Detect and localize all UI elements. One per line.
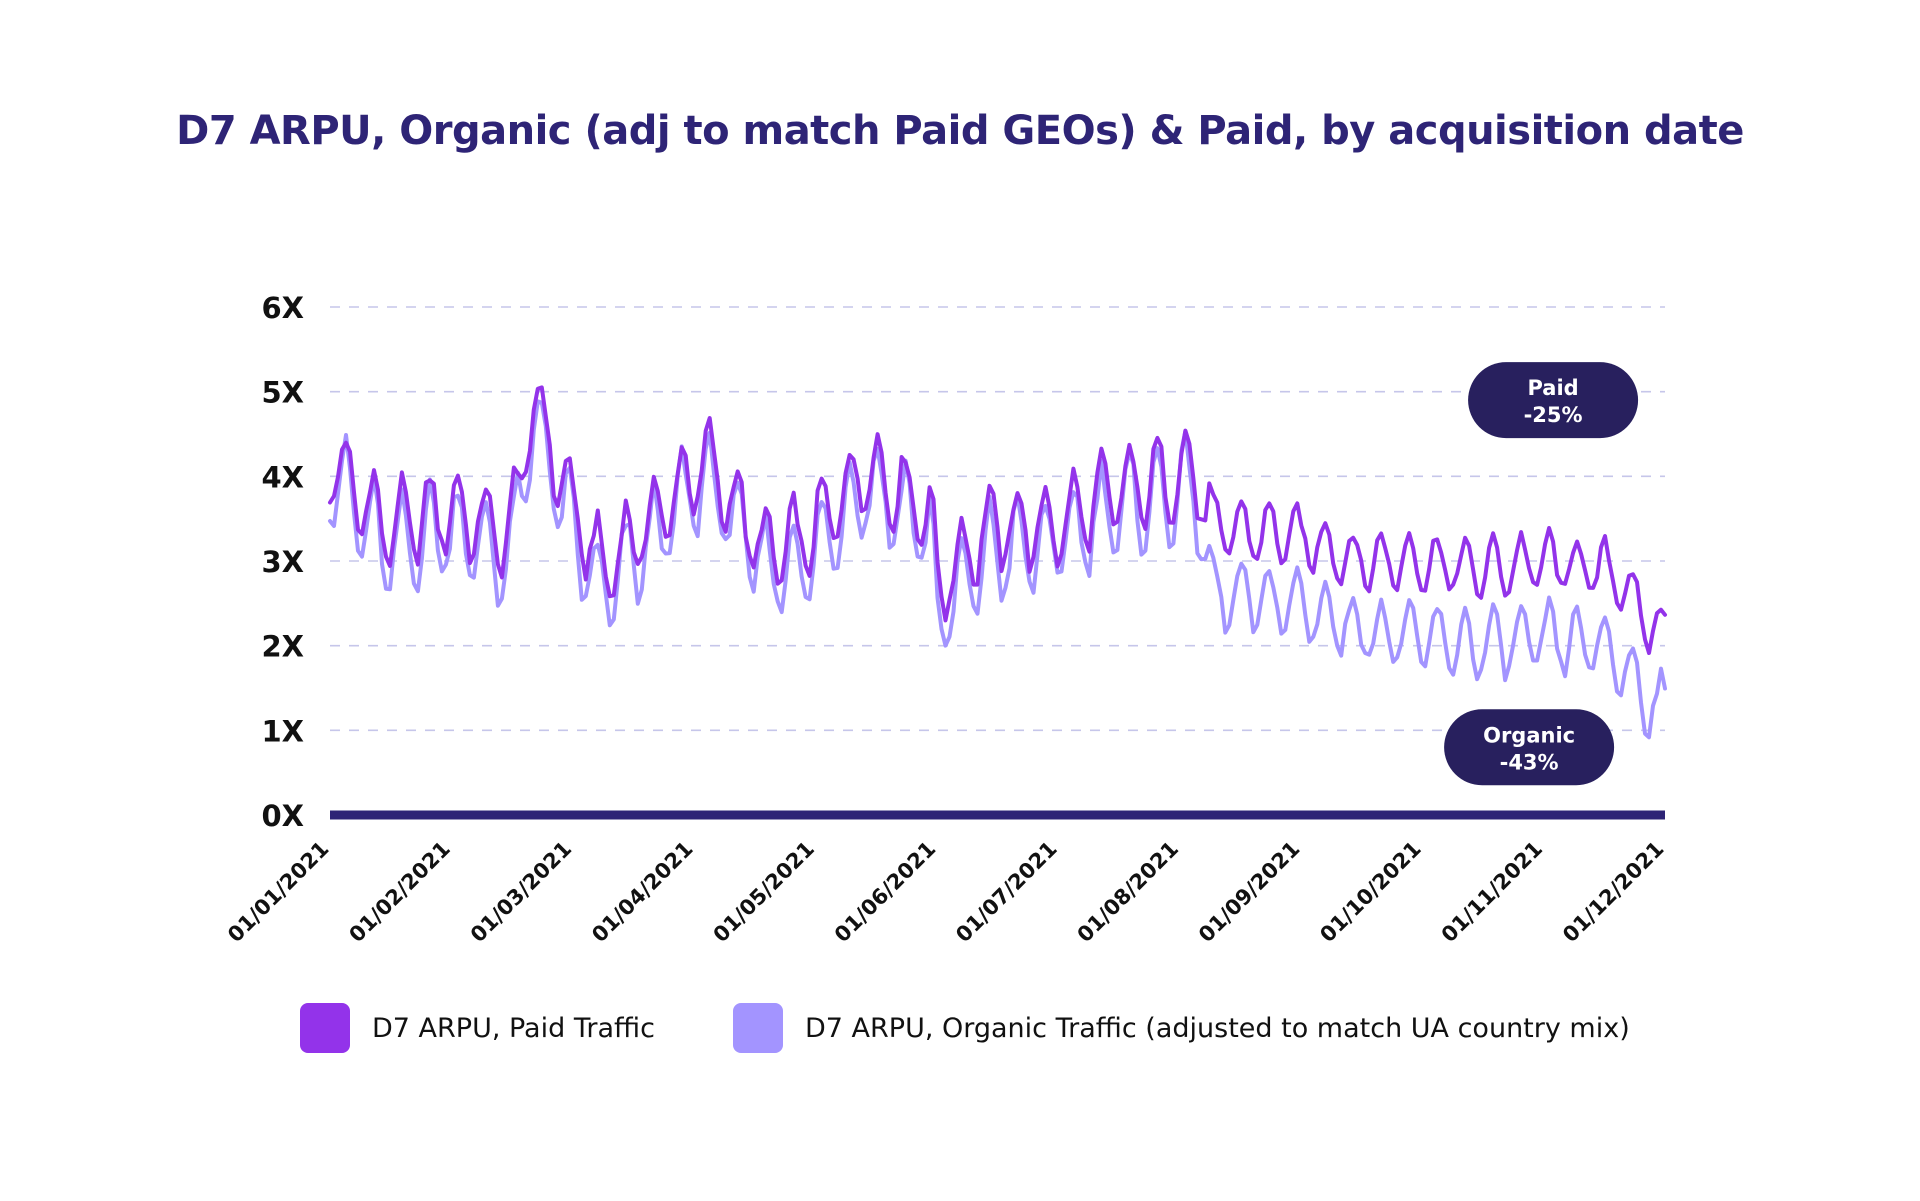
x-tick-label: 01/09/2021 [1194, 837, 1304, 947]
y-tick-label: 2X [261, 630, 304, 664]
x-tick-label: 01/08/2021 [1073, 837, 1183, 947]
legend-item-paid: D7 ARPU, Paid Traffic [300, 1003, 655, 1053]
annotation-value: -43% [1500, 750, 1559, 774]
x-axis-tick-labels: 01/01/2021 01/02/2021 01/03/2021 01/04/2021… [223, 837, 1668, 947]
x-tick-label: 01/04/2021 [587, 837, 697, 947]
legend-label-paid: D7 ARPU, Paid Traffic [372, 1012, 655, 1044]
y-tick-label: 6X [261, 291, 304, 325]
annotation-value: -25% [1524, 403, 1583, 427]
annotation-label: Organic [1483, 723, 1575, 747]
y-tick-label: 0X [261, 799, 304, 833]
y-tick-label: 1X [261, 714, 304, 748]
annotation-paid: Paid -25% [1468, 362, 1639, 439]
y-axis-tick-labels: 0X 1X 2X 3X 4X 5X 6X [261, 291, 304, 833]
x-tick-label: 01/10/2021 [1315, 837, 1425, 947]
y-tick-label: 5X [261, 376, 304, 410]
legend-label-organic: D7 ARPU, Organic Traffic (adjusted to ma… [805, 1012, 1630, 1044]
series-line-paid [328, 385, 1667, 655]
annotation-pill [1444, 709, 1615, 786]
annotation-label: Paid [1527, 376, 1578, 400]
legend-item-organic: D7 ARPU, Organic Traffic (adjusted to ma… [733, 1003, 1630, 1053]
x-tick-label: 01/05/2021 [709, 837, 819, 947]
x-tick-label: 01/06/2021 [830, 837, 940, 947]
y-tick-label: 3X [261, 545, 304, 579]
x-tick-label: 01/01/2021 [223, 837, 333, 947]
y-tick-label: 4X [261, 460, 304, 494]
annotations: Paid -25% Organic -43% [1444, 362, 1639, 786]
legend-swatch-paid [300, 1003, 350, 1053]
x-tick-label: 01/02/2021 [344, 837, 454, 947]
x-tick-label: 01/07/2021 [951, 837, 1061, 947]
annotation-organic: Organic -43% [1444, 709, 1615, 786]
x-tick-label: 01/11/2021 [1437, 837, 1547, 947]
series-lines [328, 385, 1667, 740]
x-tick-label: 01/03/2021 [466, 837, 576, 947]
chart-title: D7 ARPU, Organic (adj to match Paid GEOs… [176, 108, 1744, 154]
x-tick-label: 01/12/2021 [1558, 837, 1668, 947]
annotation-pill [1468, 362, 1639, 439]
legend-swatch-organic [733, 1003, 783, 1053]
